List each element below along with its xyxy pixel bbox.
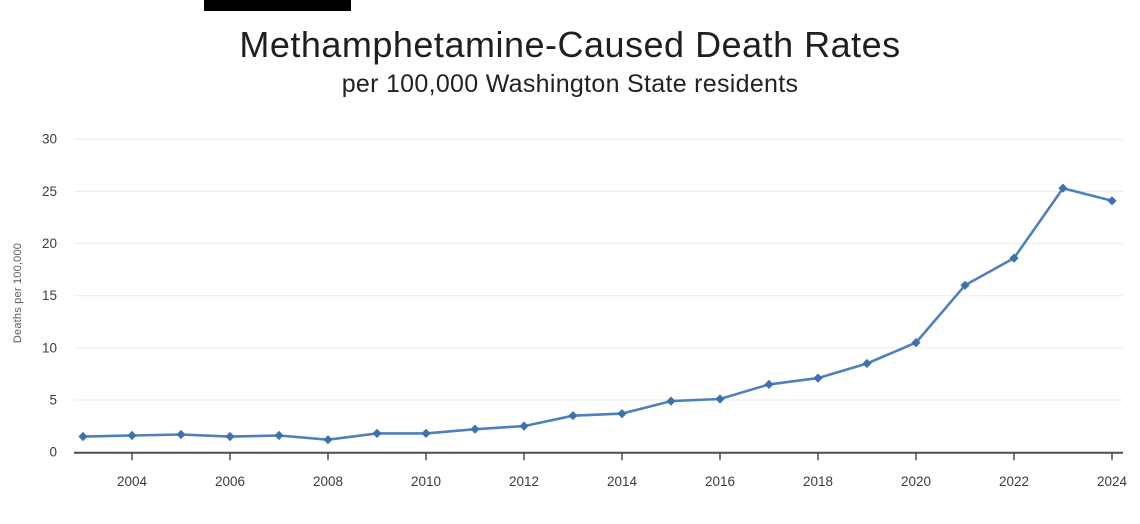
data-point	[519, 421, 529, 431]
y-tick-label: 0	[49, 445, 57, 460]
data-point	[1107, 196, 1117, 206]
x-tick-label: 2024	[1097, 474, 1128, 489]
y-tick-label: 5	[49, 393, 57, 408]
x-tick-label: 2012	[509, 474, 539, 489]
data-point	[78, 431, 88, 442]
data-point	[911, 338, 921, 348]
data-point	[127, 430, 137, 441]
y-axis-labels: 0 5 10 15 20 25 30	[42, 132, 57, 460]
x-tick-label: 2020	[901, 474, 931, 489]
y-tick-label: 15	[42, 288, 57, 303]
series-line	[81, 186, 1114, 441]
data-point	[813, 373, 823, 383]
y-tick-label: 20	[42, 236, 57, 251]
data-point	[421, 428, 431, 438]
data-point	[666, 396, 676, 406]
data-point	[176, 429, 186, 440]
x-tick-label: 2004	[117, 474, 148, 489]
data-point	[470, 424, 480, 434]
data-point	[372, 428, 382, 438]
y-tick-label: 25	[42, 184, 57, 199]
data-point	[568, 411, 578, 421]
x-tick-label: 2018	[803, 474, 833, 489]
data-point	[323, 435, 333, 445]
data-point	[715, 394, 725, 404]
data-point	[225, 431, 235, 442]
data-point	[960, 280, 970, 290]
gridlines	[74, 138, 1123, 401]
y-tick-label: 30	[42, 132, 57, 147]
data-points	[78, 183, 1117, 445]
top-black-bar	[204, 0, 351, 11]
x-tick-label: 2022	[999, 474, 1029, 489]
data-point	[764, 379, 774, 389]
x-tick-label: 2006	[215, 474, 245, 489]
data-point	[1009, 253, 1019, 263]
x-tick-label: 2014	[607, 474, 638, 489]
x-axis-ticks: 2004 2006 2008 2010 2012 2014 2016 2018 2020 2022…	[117, 453, 1128, 489]
data-point	[617, 409, 627, 419]
y-tick-label: 10	[42, 340, 57, 355]
x-tick-label: 2016	[705, 474, 735, 489]
x-tick-label: 2008	[313, 474, 343, 489]
data-point	[274, 430, 284, 441]
x-tick-label: 2010	[411, 474, 441, 489]
data-point	[862, 358, 872, 369]
data-point	[1058, 183, 1068, 193]
